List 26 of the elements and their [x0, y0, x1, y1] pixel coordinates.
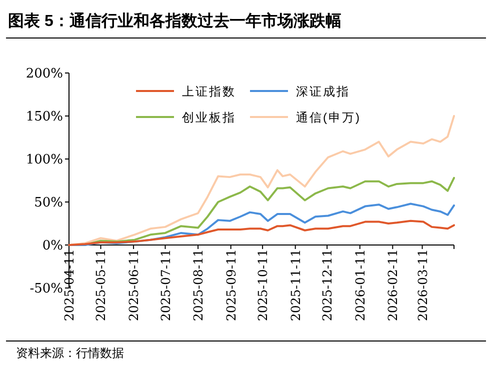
x-tick-label: 2026-03-11: [414, 249, 430, 322]
x-tick-label: 2025-07-11: [158, 249, 173, 322]
legend-label: 通信(申万): [296, 110, 361, 124]
y-tick-label: 0%: [42, 238, 63, 254]
y-tick-label: 200%: [26, 66, 63, 82]
text: 资料来源：行情数据: [16, 346, 124, 360]
legend-label: 上证指数: [182, 84, 236, 98]
x-tick-label: 2025-05-11: [93, 249, 108, 322]
x-tick-label: 2025-12-11: [320, 249, 335, 322]
y-tick-label: -50%: [30, 282, 63, 296]
y-tick-label: 100%: [26, 152, 63, 168]
legend-label: 创业板指: [182, 110, 236, 124]
x-tick-label: 2026-01-11: [352, 249, 368, 322]
x-tick-label: 2025-08-11: [190, 249, 206, 322]
chart-title: 图表 5：通信行业和各指数过去一年市场涨跌幅: [8, 12, 342, 30]
y-tick-label: 50%: [34, 196, 63, 210]
x-tick-label: 2025-04-11: [62, 249, 76, 322]
x-tick-label: 2025-10-11: [255, 249, 270, 322]
x-tick-label: 2025-11-11: [288, 249, 303, 322]
line-series: [68, 220, 455, 246]
x-tick-label: 2026-02-11: [385, 249, 400, 322]
line-series: [68, 202, 455, 246]
x-tick-label: 2025-06-11: [126, 249, 142, 322]
y-tick-label: 150%: [26, 110, 63, 124]
x-tick-label: 2025-09-11: [223, 249, 238, 322]
legend-label: 深证成指: [296, 84, 350, 98]
